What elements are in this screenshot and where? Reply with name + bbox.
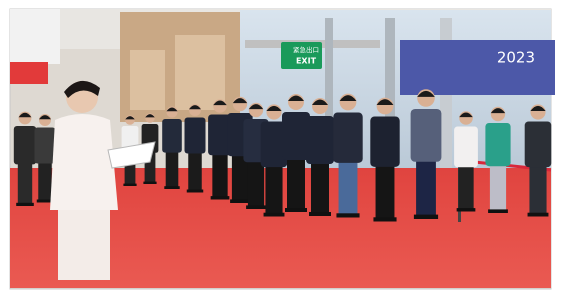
shoes <box>164 186 179 189</box>
torso <box>306 116 334 164</box>
torso <box>485 123 510 166</box>
torso <box>333 113 362 163</box>
red-board <box>10 62 48 84</box>
photo: 2023 紧急出口 EXIT <box>0 0 561 298</box>
torso <box>14 126 36 164</box>
torso <box>185 118 206 154</box>
shoes <box>488 209 508 213</box>
torso <box>35 128 56 164</box>
torso <box>370 117 399 167</box>
shoes <box>373 217 396 221</box>
shoes <box>457 208 476 211</box>
shoes <box>336 213 359 217</box>
shoes <box>16 203 34 206</box>
exit-sign-en: EXIT <box>296 57 317 66</box>
shoes <box>123 184 136 186</box>
banner-year: 2023 <box>497 49 535 67</box>
torso <box>525 122 552 168</box>
shoes <box>309 212 331 216</box>
shoes <box>264 213 285 217</box>
left-wall <box>10 9 60 64</box>
shoes <box>528 213 549 217</box>
shoes <box>414 215 438 219</box>
exit-sign-cn: 紧急出口 <box>293 45 319 54</box>
shoes <box>211 196 230 199</box>
wall-panel <box>130 50 165 110</box>
torso <box>282 112 310 160</box>
shoes <box>246 205 266 209</box>
torso <box>162 119 182 153</box>
shoes <box>143 182 156 184</box>
wall-panel <box>175 35 225 110</box>
host-jacket <box>50 114 118 210</box>
torso <box>411 109 442 162</box>
page: {"scene": {"signs": {"exit_cn": "紧急出口", … <box>0 0 561 298</box>
shoes <box>230 199 250 203</box>
torso <box>454 127 478 168</box>
shoes <box>187 190 204 193</box>
shoes <box>285 208 307 212</box>
